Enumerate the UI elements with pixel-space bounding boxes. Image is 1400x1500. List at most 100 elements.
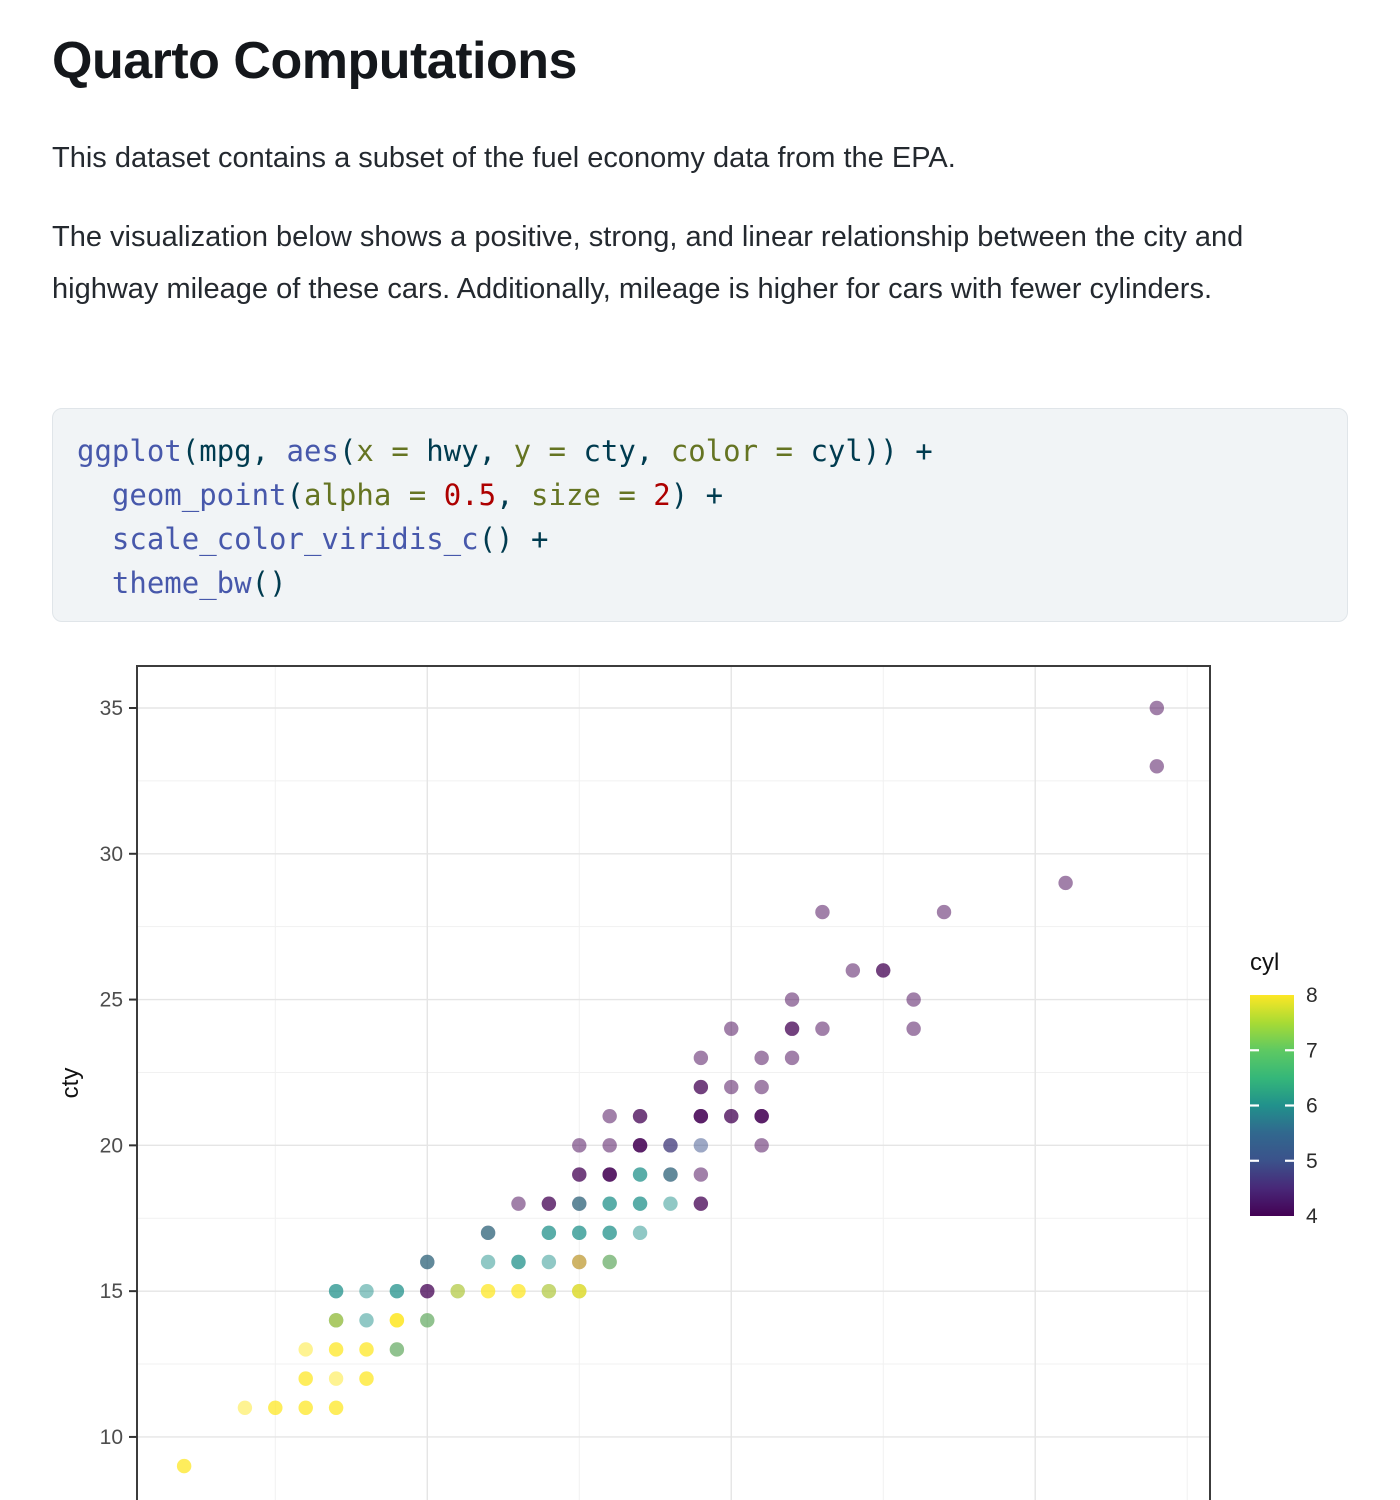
data-point	[420, 1254, 435, 1270]
legend-title: cyl	[1250, 949, 1279, 976]
code-token: (	[181, 434, 200, 468]
data-point	[541, 1283, 557, 1299]
data-point	[754, 1079, 769, 1095]
data-point	[693, 1079, 709, 1095]
data-point	[541, 1225, 557, 1241]
code-line: theme_bw()	[77, 561, 1323, 605]
data-point	[359, 1313, 374, 1328]
y-tick-label: 20	[100, 1134, 123, 1157]
data-point	[541, 1196, 557, 1211]
code-line: ggplot(mpg, aes(x = hwy, y = cty, color …	[77, 429, 1323, 473]
data-point	[602, 1196, 617, 1211]
data-point	[663, 1138, 678, 1153]
data-point	[328, 1313, 344, 1328]
data-point	[754, 1108, 769, 1124]
data-point	[693, 1167, 709, 1182]
data-point	[420, 1283, 435, 1299]
y-tick-label: 15	[100, 1280, 123, 1303]
data-point	[328, 1342, 344, 1357]
data-point	[602, 1254, 617, 1270]
data-point	[359, 1342, 374, 1357]
code-token: scale_color_viridis_c	[111, 522, 479, 556]
data-point	[572, 1138, 587, 1153]
data-point	[632, 1196, 648, 1211]
data-point	[724, 1108, 739, 1124]
code-token: theme_bw	[111, 566, 252, 600]
code-block[interactable]: ggplot(mpg, aes(x = hwy, y = cty, color …	[52, 408, 1348, 622]
data-point	[572, 1254, 587, 1270]
code-token: 0.5	[443, 478, 497, 512]
data-point	[359, 1371, 374, 1386]
data-point	[602, 1138, 617, 1153]
code-token: =	[775, 434, 793, 468]
code-token: (	[338, 434, 357, 468]
data-point	[632, 1225, 648, 1241]
data-point	[572, 1167, 587, 1182]
paragraph-intro: This dataset contains a subset of the fu…	[52, 142, 956, 174]
code-token: =	[548, 434, 566, 468]
y-tick-label: 35	[100, 697, 123, 720]
data-point	[268, 1400, 283, 1415]
data-point	[724, 1079, 739, 1095]
data-point	[693, 1108, 709, 1124]
code-token: 2	[653, 478, 671, 512]
data-point	[1058, 875, 1073, 891]
data-point	[237, 1400, 253, 1415]
data-point	[724, 1021, 739, 1036]
data-point	[906, 1021, 921, 1036]
code-token: alpha	[304, 478, 392, 512]
data-point	[906, 992, 921, 1007]
code-token: =	[391, 434, 409, 468]
data-point	[602, 1108, 617, 1124]
data-point	[450, 1283, 465, 1299]
data-point	[936, 904, 952, 920]
data-point	[389, 1283, 405, 1299]
data-point	[389, 1342, 405, 1357]
legend-tick-label: 5	[1306, 1150, 1318, 1173]
code-token: geom_point	[111, 478, 287, 512]
data-point	[602, 1167, 617, 1182]
data-point	[480, 1225, 496, 1241]
data-point	[420, 1313, 435, 1328]
data-point	[693, 1138, 709, 1153]
data-point	[176, 1458, 192, 1474]
y-tick-label: 25	[100, 989, 123, 1012]
legend-tick-label: 6	[1306, 1095, 1318, 1118]
data-point	[784, 1021, 800, 1036]
data-point	[1149, 700, 1165, 716]
code-token: y	[513, 434, 532, 468]
data-point	[693, 1196, 709, 1211]
data-point	[328, 1371, 344, 1386]
code-token: ,	[496, 478, 532, 512]
data-point	[541, 1254, 557, 1270]
legend-tick-label: 8	[1306, 984, 1318, 1007]
code-token: () +	[478, 522, 549, 556]
legend-tick-label: 4	[1306, 1205, 1318, 1228]
code-token: size	[531, 478, 601, 512]
data-point	[389, 1313, 405, 1328]
code-token: =	[618, 478, 636, 512]
code-line: geom_point(alpha = 0.5, size = 2) +	[77, 473, 1323, 517]
code-token: hwy,	[408, 434, 514, 468]
data-point	[572, 1196, 587, 1211]
data-point	[845, 963, 861, 978]
code-token: x	[356, 434, 374, 468]
code-token: ,	[251, 434, 287, 468]
data-point	[754, 1138, 769, 1153]
data-point	[663, 1196, 678, 1211]
data-point	[815, 1021, 830, 1036]
data-point	[632, 1108, 648, 1124]
code-token: ()	[251, 566, 287, 600]
data-point	[784, 1050, 800, 1066]
code-token: color	[670, 434, 759, 468]
data-point	[693, 1050, 709, 1066]
code-token: cty,	[565, 434, 671, 468]
code-token: mpg	[199, 434, 252, 468]
code-token: (	[286, 478, 304, 512]
data-point	[876, 963, 891, 978]
page-title: Quarto Computations	[52, 32, 577, 90]
data-point	[1149, 759, 1165, 774]
data-point	[632, 1138, 648, 1153]
